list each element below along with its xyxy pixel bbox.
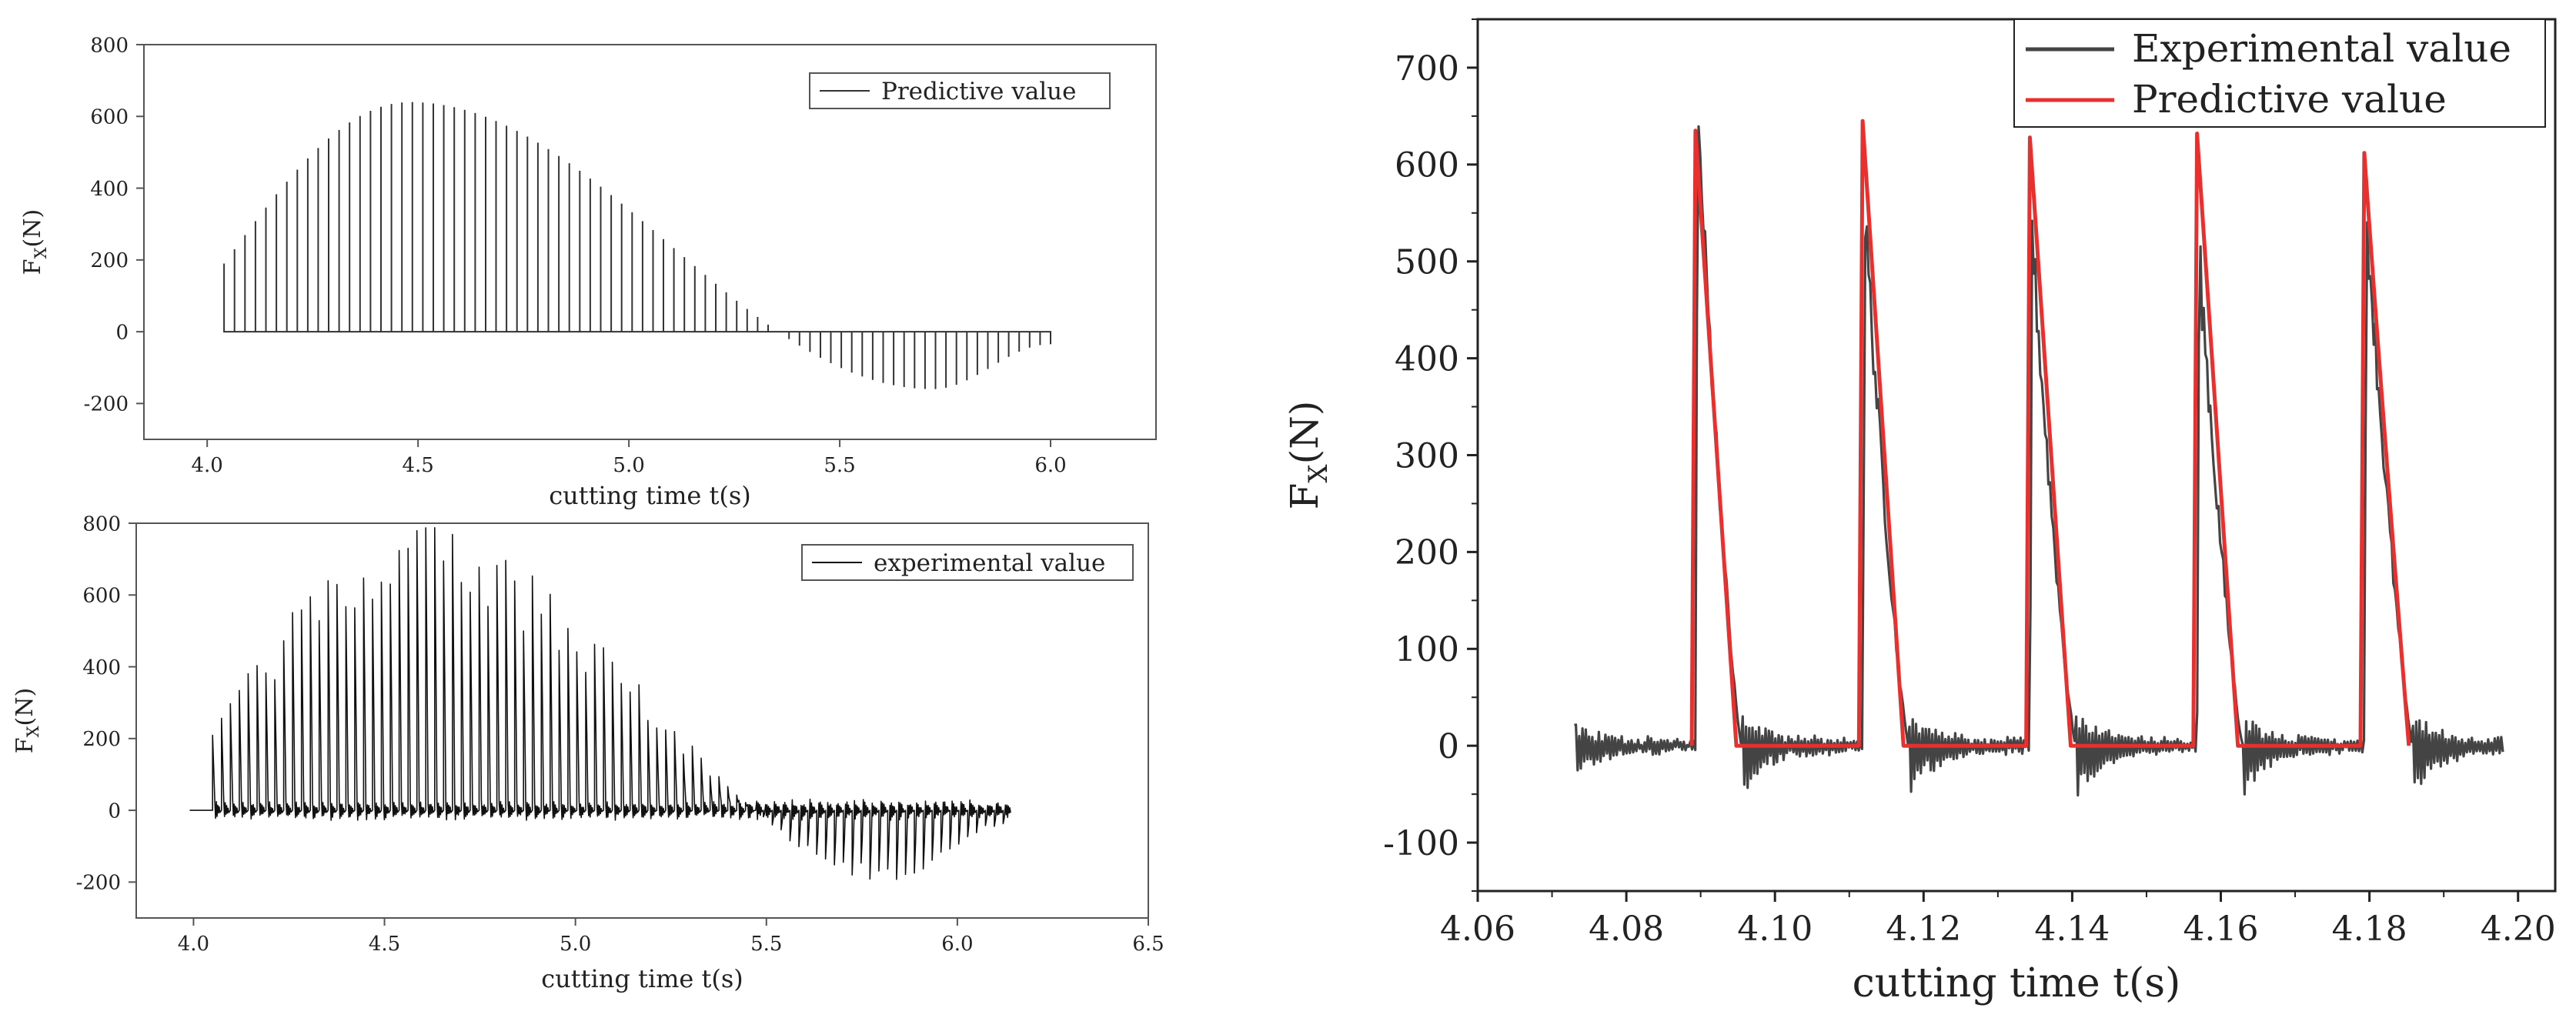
right-legend-label-experimental: Experimental value bbox=[2132, 26, 2511, 71]
x-tick-label: 4.0 bbox=[178, 933, 209, 956]
y-tick-label: 400 bbox=[1395, 339, 1459, 379]
right-legend-label-predictive: Predictive value bbox=[2132, 77, 2447, 122]
right-x-axis-label: cutting time t(s) bbox=[1853, 960, 2181, 1006]
x-tick-label: 4.08 bbox=[1589, 910, 1664, 949]
y-tick-label: 600 bbox=[1395, 146, 1459, 185]
top-left-x-axis-label: cutting time t(s) bbox=[549, 481, 751, 510]
bottom-left-series-experimental bbox=[189, 527, 1011, 880]
x-tick-label: 6.5 bbox=[1132, 933, 1164, 956]
x-tick-label: 5.5 bbox=[824, 454, 855, 477]
y-tick-label: 200 bbox=[82, 728, 121, 751]
top-left-legend-label-predictive: Predictive value bbox=[881, 78, 1076, 105]
x-tick-label: 4.5 bbox=[402, 454, 433, 477]
y-tick-label: -100 bbox=[1383, 824, 1459, 863]
y-tick-label: 400 bbox=[90, 178, 129, 201]
bottom-left-x-axis-label: cutting time t(s) bbox=[541, 964, 743, 993]
y-tick-label: 800 bbox=[90, 34, 129, 57]
series-line-predictive-value bbox=[1689, 118, 2411, 748]
y-tick-label: 300 bbox=[1395, 436, 1459, 476]
x-tick-label: 4.16 bbox=[2183, 910, 2259, 949]
bottom-left-plot-frame bbox=[135, 522, 1149, 919]
top-left-plot-frame bbox=[143, 44, 1157, 440]
x-tick-label: 5.5 bbox=[750, 933, 782, 956]
x-tick-label: 5.0 bbox=[613, 454, 644, 477]
top-left-y-ticks: -200 0 200 400 600 800 bbox=[84, 34, 144, 416]
top-left-series-predictive bbox=[223, 102, 1051, 389]
x-tick-label: 4.5 bbox=[369, 933, 400, 956]
x-tick-label: 4.18 bbox=[2332, 910, 2407, 949]
y-tick-label: 600 bbox=[82, 585, 121, 608]
bottom-left-legend: experimental value bbox=[801, 544, 1134, 581]
chart-top-left-predictive: 4.0 4.5 5.0 5.5 6.0 -200 0 200 400 600 800 cuttin… bbox=[19, 34, 1157, 510]
y-tick-label: -200 bbox=[76, 872, 121, 895]
top-left-x-ticks: 4.0 4.5 5.0 5.5 6.0 bbox=[192, 439, 1067, 477]
y-tick-label: 600 bbox=[90, 106, 129, 129]
right-legend-box bbox=[2013, 18, 2546, 128]
chart-right-comparison: 4.06 4.08 4.10 4.12 4.14 4.16 4.18 4.20 -100 0 10… bbox=[1282, 18, 2557, 1006]
y-tick-label: 200 bbox=[1395, 533, 1459, 572]
y-tick-label: 700 bbox=[1395, 49, 1459, 88]
y-tick-label: 0 bbox=[1438, 727, 1459, 766]
x-tick-label: 4.06 bbox=[1440, 910, 1515, 949]
right-y-ticks: -100 0 100 200 300 400 500 600 700 bbox=[1383, 18, 1478, 892]
bottom-left-y-ticks: -200 0 200 400 600 800 bbox=[76, 512, 136, 895]
right-series-container bbox=[1574, 118, 2504, 797]
bottom-left-legend-label-experimental: experimental value bbox=[874, 549, 1105, 577]
x-tick-label: 4.10 bbox=[1737, 910, 1813, 949]
y-tick-label: 0 bbox=[115, 321, 129, 344]
x-tick-label: 5.0 bbox=[560, 933, 591, 956]
x-tick-label: 4.12 bbox=[1886, 910, 1961, 949]
top-left-y-axis-label: FX(N) bbox=[19, 209, 50, 275]
bottom-left-y-axis-label: FX(N) bbox=[12, 688, 42, 753]
chart-bottom-left-experimental: 4.0 4.5 5.0 5.5 6.0 6.5 -200 0 200 400 600 800 cut… bbox=[12, 512, 1164, 993]
y-tick-label: 100 bbox=[1395, 630, 1459, 669]
y-tick-label: 200 bbox=[90, 249, 129, 272]
top-left-legend: Predictive value bbox=[809, 72, 1111, 109]
x-tick-label: 4.14 bbox=[2034, 910, 2110, 949]
right-legend: Experimental value Predictive value bbox=[2013, 18, 2546, 128]
y-tick-label: -200 bbox=[84, 393, 129, 416]
y-tick-label: 500 bbox=[1395, 243, 1459, 282]
x-tick-label: 6.0 bbox=[1034, 454, 1066, 477]
y-tick-label: 400 bbox=[82, 656, 121, 679]
bottom-left-x-ticks: 4.0 4.5 5.0 5.5 6.0 6.5 bbox=[178, 918, 1164, 956]
right-x-ticks: 4.06 4.08 4.10 4.12 4.14 4.16 4.18 4.20 bbox=[1440, 891, 2556, 949]
y-tick-label: 800 bbox=[82, 512, 121, 536]
x-tick-label: 4.20 bbox=[2481, 910, 2556, 949]
series-line-experimental-value bbox=[189, 527, 1011, 880]
series-line-predictive-value bbox=[223, 102, 1051, 389]
y-tick-label: 0 bbox=[108, 799, 121, 823]
right-y-axis-label: FX(N) bbox=[1282, 401, 1334, 510]
x-tick-label: 4.0 bbox=[192, 454, 223, 477]
x-tick-label: 6.0 bbox=[941, 933, 973, 956]
